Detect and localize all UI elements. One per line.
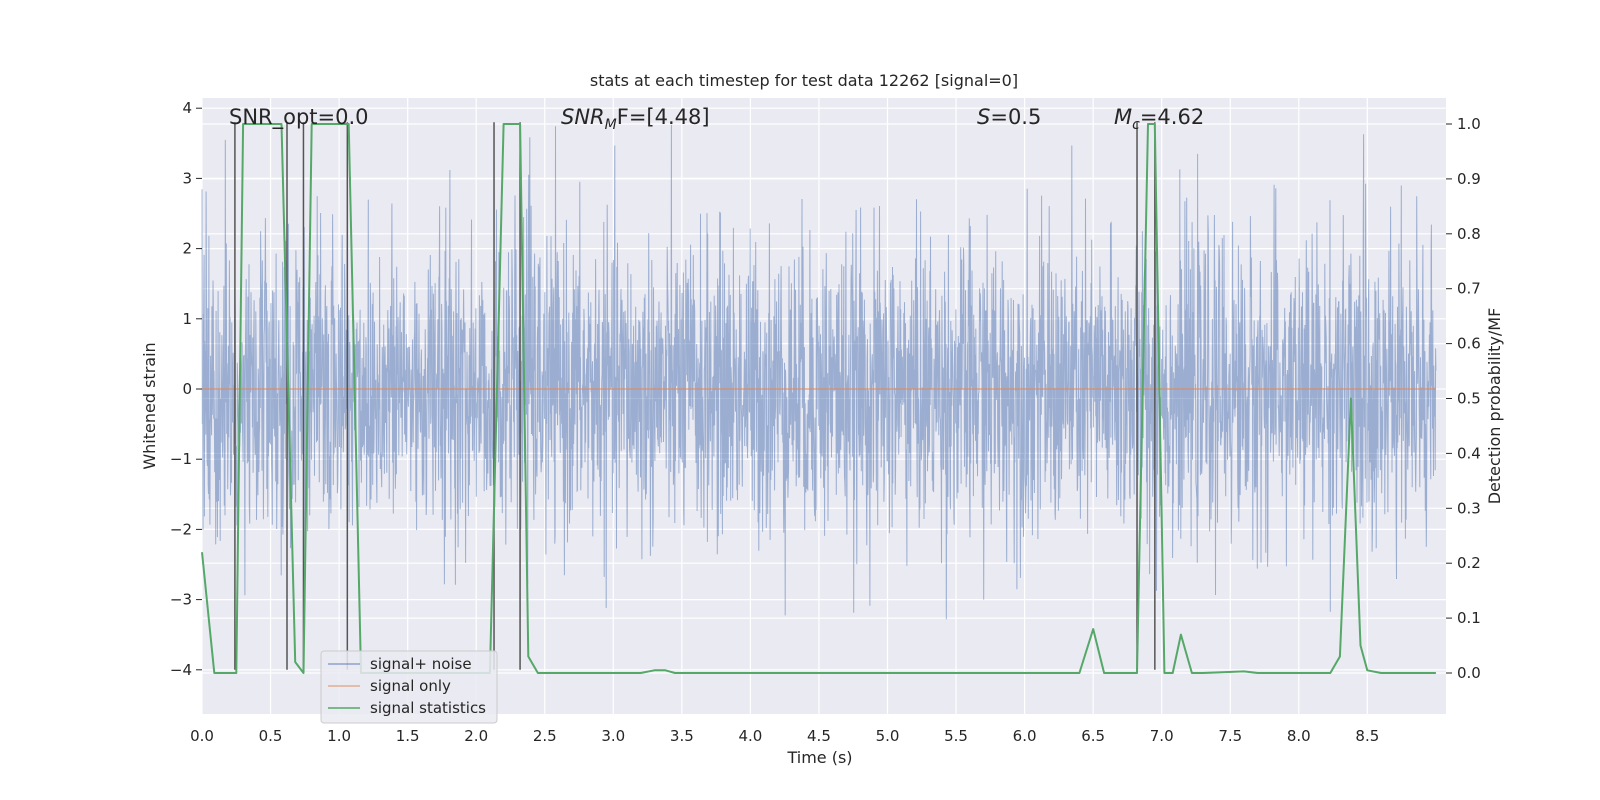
- y-tick-label: 0: [182, 380, 192, 398]
- mc-main: M: [1114, 105, 1132, 129]
- x-tick-label: 0.5: [259, 727, 283, 745]
- y-tick-label: −3: [170, 591, 192, 609]
- x-tick-label: 2.0: [464, 727, 488, 745]
- x-tick-label: 1.5: [396, 727, 420, 745]
- x-tick-label: 4.0: [738, 727, 762, 745]
- y-right-tick-label: 0.3: [1457, 499, 1481, 517]
- x-axis-ticks: 0.0 0.5 1.0 1.5 2.0 2.5 3.0 3.5 4.0 4.5 5.0 5.5 6.0 6…: [190, 727, 1379, 745]
- x-tick-label: 6.0: [1013, 727, 1037, 745]
- x-tick-label: 1.0: [327, 727, 351, 745]
- legend-label-signal-only: signal only: [370, 677, 451, 695]
- y-axis-right-label: Detection probability/MF: [1485, 308, 1504, 505]
- y-right-tick-label: 0.6: [1457, 335, 1481, 353]
- x-tick-label: 7.0: [1150, 727, 1174, 745]
- signal-statistics-series: [201, 123, 1436, 674]
- legend-label-signal-noise: signal+ noise: [370, 655, 472, 673]
- x-tick-label: 5.5: [944, 727, 968, 745]
- snr-mf-rest: F=[4.48]: [617, 105, 710, 129]
- x-axis-label: Time (s): [786, 748, 852, 767]
- y-axis-label: Whitened strain: [140, 342, 159, 469]
- y-axis-left-ticks: −4 −3 −2 −1 0 1 2 3 4: [170, 99, 202, 679]
- y-tick-label: −2: [170, 520, 192, 538]
- y-right-tick-label: 0.1: [1457, 609, 1481, 627]
- y-right-tick-label: 0.7: [1457, 280, 1481, 298]
- x-tick-label: 6.5: [1081, 727, 1105, 745]
- y-right-tick-label: 0.4: [1457, 444, 1481, 462]
- y-tick-label: −1: [170, 450, 192, 468]
- y-right-tick-label: 0.0: [1457, 664, 1481, 682]
- mc-annotation: Mc=4.62: [1114, 105, 1204, 133]
- signal-statistics-line: [201, 123, 1436, 674]
- y-tick-label: 1: [182, 310, 192, 328]
- y-axis-right-ticks: 0.0 0.1 0.2 0.3 0.4 0.5 0.6 0.7 0.8 0.9 1.0: [1446, 115, 1481, 682]
- legend-label-signal-statistics: signal statistics: [370, 699, 486, 717]
- y-tick-label: −4: [170, 661, 192, 679]
- chart-title: stats at each timestep for test data 122…: [590, 71, 1018, 90]
- plot-area: [201, 98, 1446, 714]
- signal-noise-line: [201, 124, 1437, 620]
- snr-mf-sub: M: [605, 117, 617, 133]
- marker-lines: [234, 122, 1156, 670]
- snr-mf-main: SNR: [561, 105, 605, 129]
- x-tick-label: 3.0: [601, 727, 625, 745]
- x-tick-label: 2.5: [533, 727, 557, 745]
- x-tick-label: 5.0: [876, 727, 900, 745]
- s-italic: S: [977, 105, 990, 129]
- y-right-tick-label: 1.0: [1457, 115, 1481, 133]
- x-tick-label: 8.5: [1355, 727, 1379, 745]
- mc-sub: c: [1132, 117, 1140, 133]
- s-rest: =0.5: [990, 105, 1041, 129]
- x-tick-label: 0.0: [190, 727, 214, 745]
- snr-mf-annotation: SNRMF=[4.48]: [561, 105, 710, 133]
- x-tick-label: 8.0: [1287, 727, 1311, 745]
- snr-opt-annotation: SNR_opt=0.0: [229, 105, 369, 130]
- y-right-tick-label: 0.8: [1457, 225, 1481, 243]
- y-right-tick-label: 0.2: [1457, 554, 1481, 572]
- signal-noise-series: [201, 124, 1437, 620]
- y-tick-label: 3: [182, 169, 192, 187]
- x-tick-label: 4.5: [807, 727, 831, 745]
- x-tick-label: 7.5: [1218, 727, 1242, 745]
- y-right-tick-label: 0.5: [1457, 390, 1481, 408]
- legend-box: [320, 650, 498, 724]
- y-tick-label: 2: [182, 240, 192, 258]
- x-tick-label: 3.5: [670, 727, 694, 745]
- annotations: SNR_opt=0.0 SNRMF=[4.48] S=0.5 Mc=4.62: [229, 105, 1204, 133]
- legend: signal+ noise signal only signal statist…: [320, 650, 498, 724]
- mc-rest: =4.62: [1140, 105, 1204, 129]
- s-annotation: S=0.5: [977, 105, 1041, 129]
- y-tick-label: 4: [182, 99, 192, 117]
- y-right-tick-label: 0.9: [1457, 170, 1481, 188]
